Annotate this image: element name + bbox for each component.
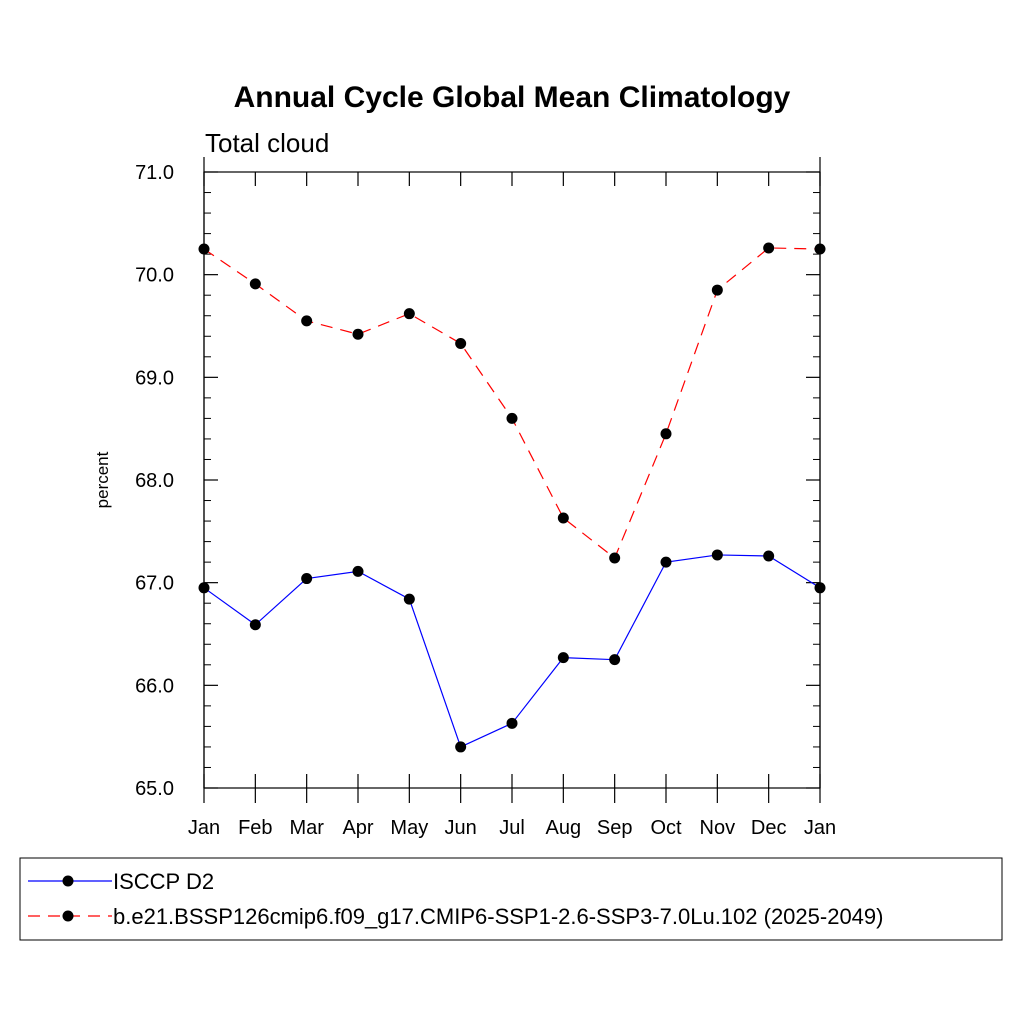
data-point xyxy=(660,428,672,440)
x-tick-label: Oct xyxy=(650,817,682,839)
plot-area: 65.0 66.0 67.0 68.0 69.0 70.0 71.0 Jan Feb Mar Apr… xyxy=(135,157,836,839)
data-point xyxy=(506,412,518,424)
y-tick-label: 65.0 xyxy=(135,778,174,800)
y-axis-label: percent xyxy=(93,451,112,508)
x-tick-label: Jun xyxy=(445,817,477,839)
legend-marker xyxy=(62,910,74,922)
x-tick-label: Aug xyxy=(546,817,582,839)
y-tick-label: 67.0 xyxy=(135,573,174,595)
data-point xyxy=(660,556,672,568)
data-point xyxy=(301,573,313,585)
data-point xyxy=(557,652,569,664)
x-tick-label: Jul xyxy=(499,817,525,839)
x-tick-label: Feb xyxy=(238,817,272,839)
chart-title: Annual Cycle Global Mean Climatology xyxy=(234,81,791,114)
x-tick-label: Nov xyxy=(700,817,736,839)
x-tick-label: Jan xyxy=(804,817,836,839)
legend-label: b.e21.BSSP126cmip6.f09_g17.CMIP6-SSP1-2.… xyxy=(113,904,883,929)
plot-frame xyxy=(203,171,821,789)
data-point xyxy=(249,619,261,631)
legend-marker xyxy=(62,875,74,887)
y-tick-label: 71.0 xyxy=(135,162,174,184)
data-point xyxy=(814,243,826,255)
data-point xyxy=(763,550,775,562)
x-tick-label: Dec xyxy=(751,817,787,839)
data-point xyxy=(198,243,210,255)
data-point xyxy=(352,565,364,577)
legend-box xyxy=(19,857,1003,941)
legend: ISCCP D2 b.e21.BSSP126cmip6.f09_g17.CMIP6… xyxy=(19,857,1003,941)
data-point xyxy=(352,328,364,340)
x-tick-label: Jan xyxy=(188,817,220,839)
y-tick-label: 70.0 xyxy=(135,265,174,287)
data-point xyxy=(557,512,569,524)
data-point xyxy=(198,582,210,594)
x-tick-label: Apr xyxy=(342,817,373,839)
data-point xyxy=(506,717,518,729)
data-point xyxy=(609,654,621,666)
x-tick-label: Sep xyxy=(597,817,633,839)
data-point xyxy=(711,284,723,296)
x-tick-label: May xyxy=(390,817,428,839)
series-line xyxy=(203,247,821,559)
data-point xyxy=(763,242,775,254)
data-point xyxy=(711,549,723,561)
data-point xyxy=(814,582,826,594)
y-tick-label: 69.0 xyxy=(135,367,174,389)
y-tick-label: 68.0 xyxy=(135,470,174,492)
data-point xyxy=(249,278,261,290)
legend-label: ISCCP D2 xyxy=(113,869,214,894)
y-tick-label: 66.0 xyxy=(135,675,174,697)
chart-subtitle: Total cloud xyxy=(205,128,329,158)
data-point xyxy=(609,552,621,564)
data-point xyxy=(455,337,467,349)
data-point xyxy=(403,593,415,605)
data-point xyxy=(301,315,313,327)
data-point xyxy=(403,308,415,320)
x-tick-label: Mar xyxy=(289,817,324,839)
data-point xyxy=(455,741,467,753)
